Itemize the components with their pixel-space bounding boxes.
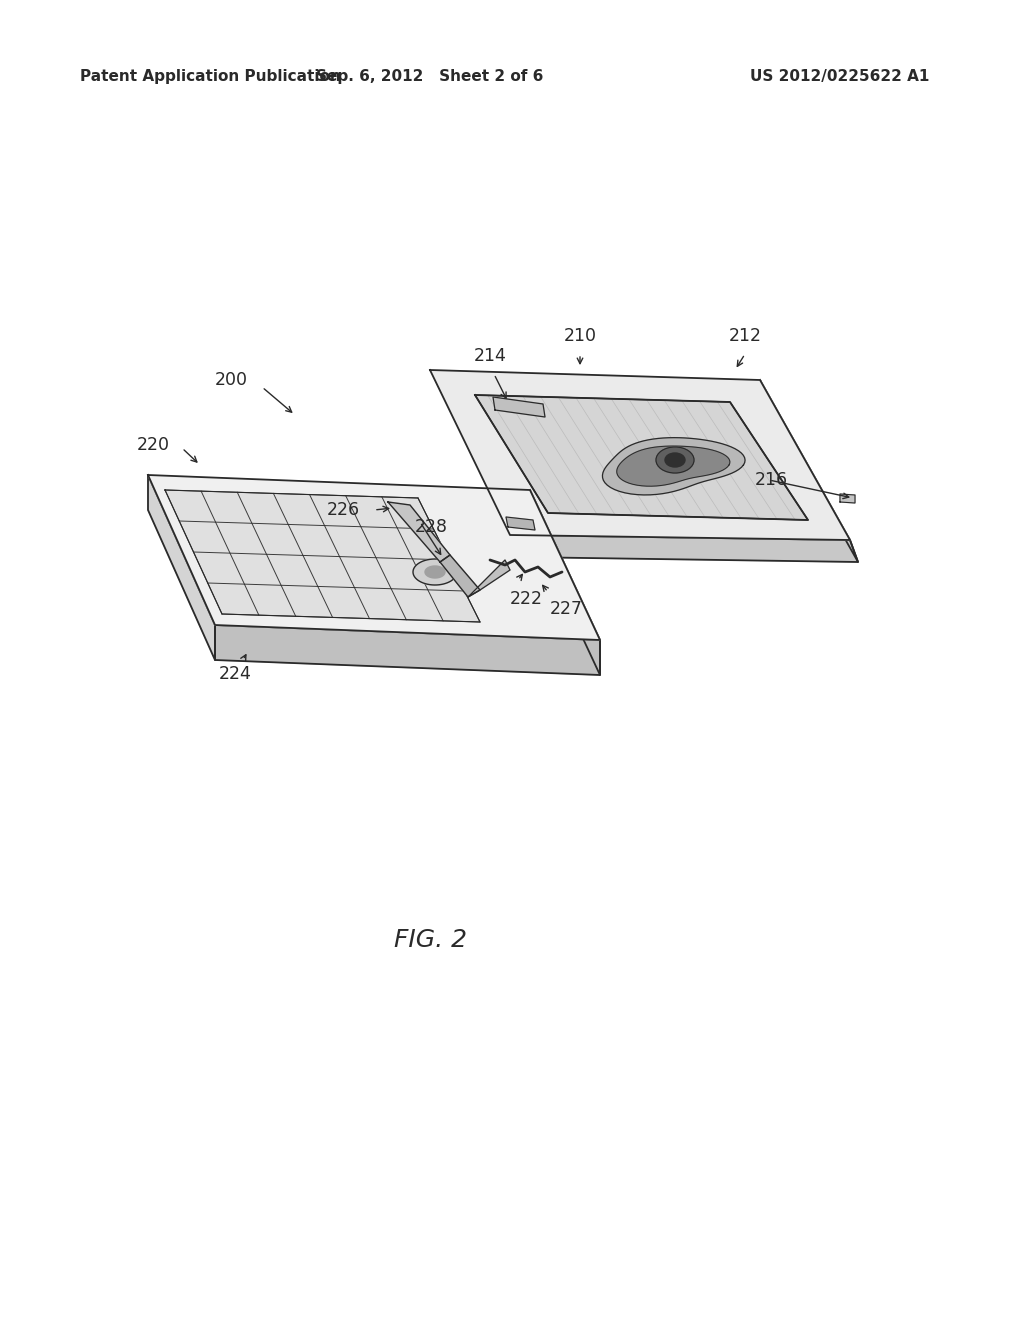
Text: 200: 200 [215, 371, 248, 389]
Polygon shape [840, 494, 855, 503]
Text: US 2012/0225622 A1: US 2012/0225622 A1 [751, 70, 930, 84]
Text: 216: 216 [755, 471, 788, 488]
Text: 224: 224 [218, 665, 252, 682]
Text: Patent Application Publication: Patent Application Publication [80, 70, 341, 84]
Polygon shape [148, 475, 600, 640]
Polygon shape [506, 517, 535, 531]
Polygon shape [602, 438, 745, 495]
Text: Sep. 6, 2012   Sheet 2 of 6: Sep. 6, 2012 Sheet 2 of 6 [316, 70, 544, 84]
Polygon shape [215, 624, 600, 675]
Polygon shape [760, 380, 858, 562]
Polygon shape [388, 502, 450, 562]
Text: 214: 214 [473, 347, 507, 366]
Text: 222: 222 [510, 590, 543, 609]
Polygon shape [510, 535, 858, 562]
Polygon shape [425, 566, 445, 578]
Text: 212: 212 [728, 327, 762, 345]
Polygon shape [165, 490, 480, 622]
Polygon shape [440, 554, 480, 597]
Polygon shape [413, 558, 457, 585]
Text: FIG. 2: FIG. 2 [393, 928, 467, 952]
Text: 228: 228 [415, 517, 449, 536]
Text: 210: 210 [563, 327, 597, 345]
Polygon shape [148, 475, 215, 660]
Text: 220: 220 [137, 436, 170, 454]
Polygon shape [493, 397, 545, 417]
Text: 226: 226 [327, 502, 360, 519]
Polygon shape [475, 395, 808, 520]
Polygon shape [530, 490, 600, 675]
Ellipse shape [656, 447, 694, 473]
Text: 227: 227 [550, 601, 583, 618]
Polygon shape [430, 370, 850, 540]
Polygon shape [616, 446, 730, 486]
Polygon shape [468, 560, 510, 597]
Ellipse shape [665, 453, 685, 467]
